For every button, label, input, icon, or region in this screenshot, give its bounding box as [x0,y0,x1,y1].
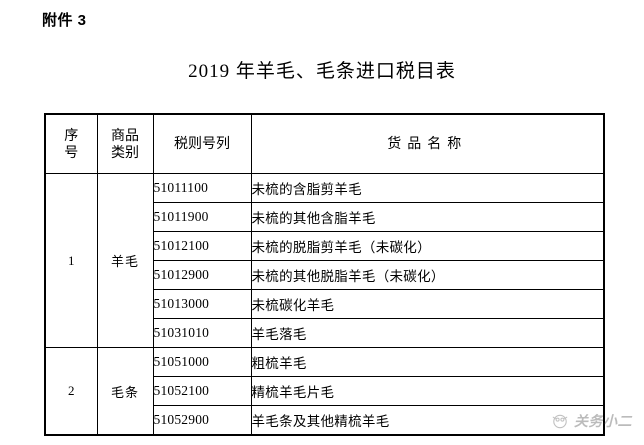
column-header-category: 商品 类别 [96,113,154,174]
table-row: 51012100 未梳的脱脂剪羊毛（未碳化） [45,231,605,261]
column-header-sequence: 序 号 [44,113,98,174]
cell-tariff-code: 51052100 [152,376,252,406]
table-header-row: 序 号 商品 类别 税则号列 货品名称 [44,113,605,174]
column-header-category-line2: 类别 [111,144,139,160]
cell-goods-name: 未梳的其他脱脂羊毛（未碳化） [250,260,605,290]
table-row: 51011900 未梳的其他含脂羊毛 [45,202,605,232]
column-header-sequence-line1: 序 [64,126,79,143]
page-title: 2019 年羊毛、毛条进口税目表 [188,61,456,82]
cell-goods-name: 羊毛条及其他精梳羊毛 [250,405,605,436]
cell-goods-name: 未梳的含脂剪羊毛 [250,173,605,203]
cell-goods-name: 精梳羊毛片毛 [250,376,605,406]
cell-tariff-code: 51012900 [152,260,252,290]
table-header: 序 号 商品 类别 税则号列 货品名称 [44,113,605,174]
cell-tariff-code: 51052900 [152,405,252,436]
table-row: 1 羊毛 51011100 未梳的含脂剪羊毛 [44,173,605,348]
tariff-table: 序 号 商品 类别 税则号列 货品名称 1 羊毛 51011100 未梳的含脂剪… [44,113,605,436]
cell-tariff-code: 51051000 [152,347,252,377]
cell-sequence: 1 [44,173,98,348]
cell-tariff-code: 51013000 [152,289,252,319]
cell-goods-name: 羊毛落毛 [250,318,605,348]
table-row: 2 毛条 51051000 粗梳羊毛 [44,347,605,436]
cell-goods-name: 未梳的脱脂剪羊毛（未碳化） [250,231,605,261]
cell-goods-name: 未梳的其他含脂羊毛 [250,202,605,232]
table-body: 1 羊毛 51011100 未梳的含脂剪羊毛 51011900 未梳的其他含脂羊… [44,173,605,436]
column-header-category-line1: 商品 [111,126,139,143]
table-row: 51052900 羊毛条及其他精梳羊毛 [45,405,605,436]
tariff-table-container: 序 号 商品 类别 税则号列 货品名称 1 羊毛 51011100 未梳的含脂剪… [44,113,605,436]
cell-goods-name: 粗梳羊毛 [250,347,605,377]
column-header-sequence-line2: 号 [64,144,79,160]
table-row: 51052100 精梳羊毛片毛 [45,376,605,406]
cell-category: 羊毛 [96,173,154,348]
cell-sequence: 2 [44,347,98,436]
table-row: 51031010 羊毛落毛 [45,318,605,348]
attachment-label: 附件 3 [42,12,87,29]
cell-tariff-code: 51031010 [152,318,252,348]
column-header-tariff-code: 税则号列 [152,113,252,174]
cell-tariff-code: 51011100 [152,173,252,203]
table-row: 51013000 未梳碳化羊毛 [45,289,605,319]
cell-goods-name: 未梳碳化羊毛 [250,289,605,319]
column-header-goods-name: 货品名称 [250,113,605,174]
cell-tariff-code: 51011900 [152,202,252,232]
table-row: 51012900 未梳的其他脱脂羊毛（未碳化） [45,260,605,290]
cell-tariff-code: 51012100 [152,231,252,261]
cell-category: 毛条 [96,347,154,436]
